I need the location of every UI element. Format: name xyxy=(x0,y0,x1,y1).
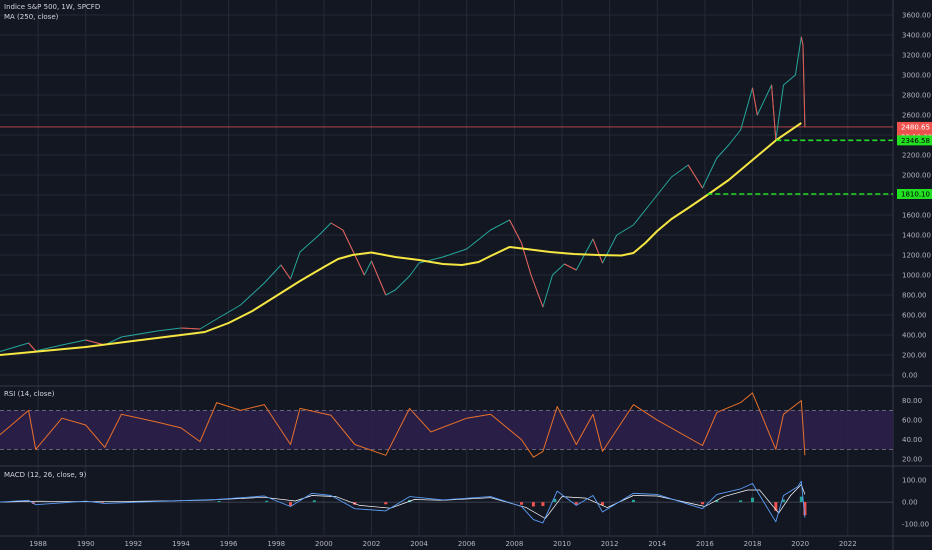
price-down-leg xyxy=(371,260,387,296)
current-price-label: 2480.65 xyxy=(901,123,930,131)
macd-axis-tick-label: 100.00 xyxy=(902,477,927,485)
macd-histogram-bar xyxy=(265,500,269,503)
price-down-leg xyxy=(687,164,703,189)
macd-histogram-bar xyxy=(384,502,388,505)
macd-histogram-bar xyxy=(520,502,524,505)
rsi-line xyxy=(0,392,806,458)
rsi-legend: RSI (14, close) xyxy=(4,390,55,398)
macd-legend: MACD (12, 26, close, 9) xyxy=(4,471,87,479)
macd-histogram-bar xyxy=(541,502,545,507)
x-axis-tick-label: 1988 xyxy=(29,540,47,548)
x-axis-tick-label: 2020 xyxy=(791,540,809,548)
price-down-leg xyxy=(592,238,603,264)
price-axis-tick-label: 600.00 xyxy=(902,312,927,320)
x-axis-tick-label: 1992 xyxy=(124,540,142,548)
x-axis-tick-label: 2008 xyxy=(505,540,523,548)
x-axis-tick-label: 2000 xyxy=(315,540,333,548)
macd-axis-tick-label: -100.00 xyxy=(902,521,929,529)
price-down-leg xyxy=(530,274,544,308)
support-level-label: 1810.10 xyxy=(901,190,930,198)
symbol-legend: Indice S&P 500, 1W, SPCFD xyxy=(4,3,101,11)
price-axis-tick-label: 3400.00 xyxy=(902,32,931,40)
ma-legend: MA (250, close) xyxy=(4,13,59,21)
price-series-line xyxy=(0,36,806,352)
x-axis-tick-label: 1996 xyxy=(220,540,238,548)
price-down-leg xyxy=(771,84,777,141)
support-level-label-bg xyxy=(897,135,932,146)
x-axis-tick-label: 2006 xyxy=(458,540,476,548)
price-axis-tick-label: 1400.00 xyxy=(902,232,931,240)
macd-histogram-bar xyxy=(217,501,221,503)
price-down-leg xyxy=(354,254,365,276)
price-axis-tick-label: 1000.00 xyxy=(902,272,931,280)
rsi-axis-tick-label: 40.00 xyxy=(902,436,922,444)
macd-histogram-bar xyxy=(803,502,807,516)
ma-250-line xyxy=(0,122,802,356)
price-down-leg xyxy=(28,342,37,352)
x-axis-tick-label: 2012 xyxy=(601,540,619,548)
price-down-leg xyxy=(330,222,344,231)
price-axis-tick-label: 1600.00 xyxy=(902,212,931,220)
macd-histogram-bar xyxy=(751,497,755,503)
macd-histogram-bar xyxy=(531,502,535,507)
rsi-axis-tick-label: 80.00 xyxy=(902,397,922,405)
x-axis-tick-label: 1994 xyxy=(172,540,190,548)
x-axis-tick-label: 2018 xyxy=(744,540,762,548)
price-axis-tick-label: 800.00 xyxy=(902,292,927,300)
support-level-label: 2346.58 xyxy=(901,137,930,145)
macd-histogram-bar xyxy=(799,496,803,503)
macd-signal-line xyxy=(0,484,806,519)
price-axis-tick-label: 2800.00 xyxy=(902,92,931,100)
macd-histogram-bar xyxy=(631,499,635,503)
price-axis-tick-label: 200.00 xyxy=(902,352,927,360)
macd-histogram-bar xyxy=(774,502,778,511)
macd-axis-tick-label: 0.00 xyxy=(902,499,918,507)
price-axis-tick-label: 0.00 xyxy=(902,372,918,380)
price-axis-tick-label: 2000.00 xyxy=(902,172,931,180)
price-down-leg xyxy=(180,327,201,330)
macd-line xyxy=(0,480,806,524)
price-axis-tick-label: 2600.00 xyxy=(902,112,931,120)
macd-histogram-bar xyxy=(312,500,316,503)
price-axis-tick-label: 2200.00 xyxy=(902,152,931,160)
x-axis-tick-label: 1998 xyxy=(267,540,285,548)
macd-histogram-bar xyxy=(574,502,578,505)
price-down-leg xyxy=(509,219,522,244)
macd-histogram-bar xyxy=(700,502,704,505)
price-down-leg xyxy=(564,263,577,271)
macd-histogram-bar xyxy=(553,498,557,503)
macd-histogram-bar xyxy=(739,500,743,503)
price-down-leg xyxy=(802,44,806,128)
macd-histogram-bar xyxy=(781,499,785,503)
x-axis-tick-label: 2016 xyxy=(696,540,714,548)
macd-histogram-bar xyxy=(600,502,604,506)
price-down-leg xyxy=(342,229,356,256)
price-axis-tick-label: 1200.00 xyxy=(902,252,931,260)
x-axis-tick-label: 2014 xyxy=(648,540,666,548)
macd-histogram-bar xyxy=(289,502,293,507)
rsi-band xyxy=(0,410,893,450)
x-axis-tick-label: 2010 xyxy=(553,540,571,548)
support-level-label-bg xyxy=(897,188,932,199)
price-axis-tick-label: 3600.00 xyxy=(902,12,931,20)
price-axis-tick-label: 3200.00 xyxy=(902,52,931,60)
x-axis-tick-label: 2002 xyxy=(363,540,381,548)
macd-histogram-bar xyxy=(715,500,719,503)
price-down-leg xyxy=(280,264,291,280)
x-axis-tick-label: 1990 xyxy=(77,540,95,548)
price-axis-tick-label: 400.00 xyxy=(902,332,927,340)
macd-histogram-bar xyxy=(100,502,104,504)
price-axis-tick-label: 3000.00 xyxy=(902,72,931,80)
price-down-leg xyxy=(752,87,758,116)
current-price-label-bg xyxy=(897,121,932,132)
x-axis-tick-label: 2022 xyxy=(839,540,857,548)
x-axis-tick-label: 2004 xyxy=(410,540,428,548)
rsi-axis-tick-label: 60.00 xyxy=(902,417,922,425)
price-down-leg xyxy=(800,36,804,46)
rsi-axis-tick-label: 20.00 xyxy=(902,456,922,464)
